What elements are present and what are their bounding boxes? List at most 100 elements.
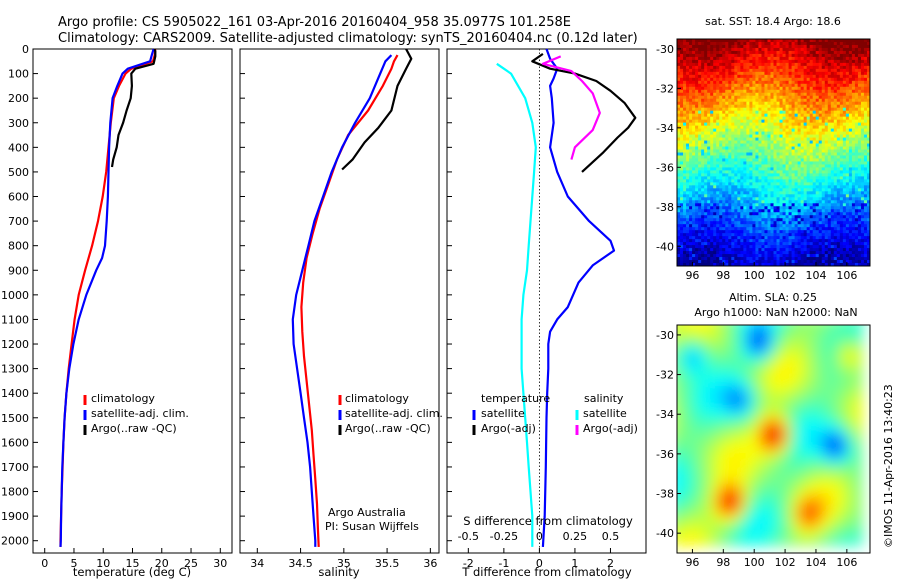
sst-cell [728,104,732,109]
sst-cell [752,101,756,106]
sst-cell [788,197,792,201]
sst-cell [734,92,738,97]
sst-cell [815,95,820,100]
sst-cell [833,92,838,97]
sst-cell [836,158,841,162]
sst-cell [830,50,835,55]
sst-cell [743,197,747,201]
sst-cell [698,173,702,177]
sst-cell [695,86,699,91]
sst-cell [764,77,768,82]
sst-cell [779,227,783,231]
sst-cell [740,236,744,240]
sst-cell [866,62,870,67]
sst-cell [839,179,844,183]
sst-cell [758,245,762,249]
sst-cell [710,218,714,222]
sst-cell [731,125,735,130]
sst-cell [842,110,847,115]
sst-cell [713,98,717,103]
sst-cell [836,39,841,43]
sst-cell [773,101,777,106]
sst-cell [770,137,774,141]
sst-cell [845,203,850,207]
sst-cell [809,170,814,174]
sst-cell [713,197,717,201]
sst-cell [707,176,711,180]
sst-cell [725,116,729,121]
sst-cell [785,39,789,43]
sst-cell [857,140,862,144]
sst-cell [734,50,738,55]
sst-cell [683,44,687,49]
sst-cell [746,59,750,64]
sst-cell [731,218,735,222]
sst-cell [683,149,687,153]
sst-cell [701,224,705,228]
sst-cell [737,185,741,189]
sst-cell [692,56,696,61]
sst-cell [689,74,693,79]
sst-cell [827,224,832,228]
sst-map-title: sat. SST: 18.4 Argo: 18.6 [705,15,841,28]
sst-cell [680,110,684,115]
sst-cell [815,200,820,204]
sst-cell [752,227,756,231]
sst-cell [785,209,789,213]
sst-cell [848,83,853,88]
sst-cell [698,200,702,204]
sst-cell [680,47,684,52]
sst-cell [866,65,870,70]
sst-cell [830,71,835,76]
sst-cell [725,95,729,100]
sst-cell [857,170,862,174]
sst-cell [680,203,684,207]
sst-cell [719,92,723,97]
sst-cell [677,98,681,103]
sst-cell [707,95,711,100]
sst-cell [773,137,777,141]
sst-cell [755,215,759,219]
sst-cell [848,80,853,85]
sst-cell [683,137,687,141]
sst-cell [710,56,714,61]
sst-cell [779,242,783,246]
sst-cell [731,164,735,168]
sst-cell [725,146,729,150]
sst-cell [755,176,759,180]
sst-cell [716,143,720,147]
sst-cell [794,152,799,156]
sst-cell [788,128,792,132]
sst-cell [755,254,759,258]
sst-cell [845,62,850,67]
sst-cell [815,119,820,124]
sst-cell [809,113,814,118]
sst-cell [716,152,720,156]
sst-cell [764,188,768,192]
sst-cell [764,41,768,46]
sst-cell [788,92,792,97]
sst-cell [743,179,747,183]
sst-cell [842,125,847,130]
sst-cell [749,98,753,103]
sst-cell [689,236,693,240]
sst-cell [680,215,684,219]
sst-cell [785,50,789,55]
sst-cell [860,128,865,132]
sst-cell [860,224,865,228]
sst-cell [725,176,729,180]
sst-cell [677,95,681,100]
sst-cell [707,185,711,189]
sst-cell [827,236,832,240]
sst-cell [719,104,723,109]
sst-cell [716,161,720,165]
sst-cell [710,74,714,79]
sst-cell [755,245,759,249]
sst-cell [788,149,792,153]
sst-cell [734,197,738,201]
sst-cell [824,158,829,162]
sst-cell [812,254,817,258]
sst-cell [782,131,786,135]
sst-cell [710,128,714,132]
sst-cell [788,182,792,186]
